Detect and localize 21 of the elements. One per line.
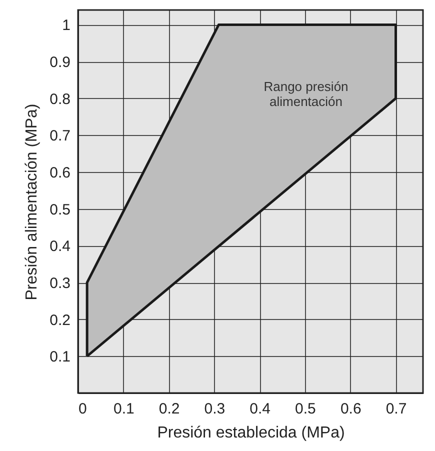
x-tick-label: 0.2 (158, 400, 180, 418)
y-tick-label: 0.8 (50, 90, 70, 108)
x-tick-label: 0.6 (340, 400, 362, 418)
y-tick-label: 0.6 (50, 164, 70, 182)
x-tick-label: 0 (78, 400, 87, 418)
annotation: Rango presión alimentación (264, 79, 348, 109)
y-tick-label: 0.7 (50, 128, 70, 145)
x-tick-label: 0.4 (250, 400, 271, 418)
x-tick-label: 0.7 (386, 400, 407, 418)
x-tick-label: 0.3 (204, 400, 226, 418)
y-tick-label: 0.9 (50, 54, 70, 72)
y-axis-title: Presión alimentación (MPa) (24, 104, 41, 300)
y-tick-label: 0.1 (50, 348, 70, 366)
x-tick-label: 0.5 (295, 400, 316, 418)
x-axis-title: Presión establecida (MPa) (157, 424, 345, 442)
x-tick-label: 0.1 (113, 400, 134, 418)
y-tick-label: 0.2 (50, 312, 70, 329)
y-tick-label: 0.5 (50, 201, 70, 218)
y-tick-label: 1 (62, 17, 70, 34)
y-tick-label: 0.3 (50, 275, 70, 292)
y-tick-label: 0.4 (50, 238, 70, 256)
